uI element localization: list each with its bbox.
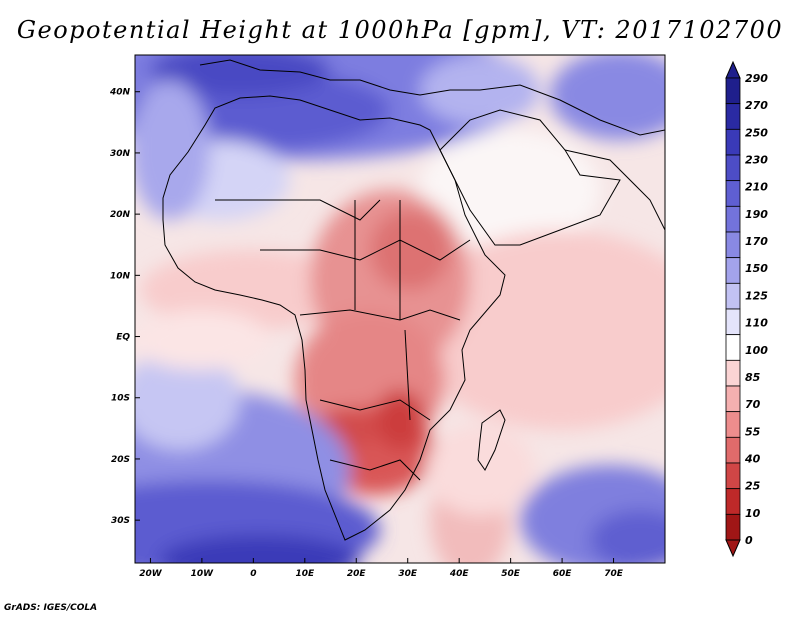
colorbar-swatch <box>725 308 741 336</box>
colorbar-swatch <box>725 385 741 413</box>
y-tick-label: 20N <box>110 210 131 220</box>
x-tick-label: 10E <box>295 569 315 579</box>
y-tick-label: 30N <box>110 149 131 159</box>
height-field <box>135 55 665 563</box>
y-tick-label: 20S <box>111 455 130 465</box>
x-tick-label: 20W <box>139 569 163 579</box>
colorbar-max-arrow <box>725 60 741 79</box>
x-tick-label: 20E <box>347 569 367 579</box>
colorbar-swatch <box>725 231 741 259</box>
colorbar-label: 150 <box>745 262 768 275</box>
colorbar-label: 110 <box>745 317 768 330</box>
colorbar-swatch <box>725 128 741 156</box>
colorbar-swatch <box>725 205 741 233</box>
x-tick-label: 40E <box>449 569 470 579</box>
colorbar-swatch <box>725 282 741 310</box>
colorbar-label: 230 <box>745 154 768 167</box>
x-tick-label: 60E <box>553 569 573 579</box>
colorbar-swatch <box>725 359 741 387</box>
colorbar-label: 250 <box>745 126 768 139</box>
colorbar-label: 125 <box>745 289 768 302</box>
colorbar-swatch <box>725 334 741 361</box>
credit-label: GrADS: IGES/COLA <box>4 603 98 613</box>
colorbar-label: 25 <box>745 480 761 493</box>
colorbar-label: 210 <box>745 181 768 194</box>
colorbar-swatch <box>725 154 741 182</box>
colorbar-swatch <box>725 77 741 105</box>
colorbar-label: 85 <box>745 371 761 384</box>
x-tick-label: 10W <box>191 569 215 579</box>
x-tick-label: 30E <box>398 569 418 579</box>
colorbar-swatch <box>725 180 741 207</box>
x-tick-label: 50E <box>501 569 521 579</box>
colorbar-label: 190 <box>745 208 768 221</box>
plot-border <box>134 54 666 564</box>
coastlines <box>162 59 665 541</box>
y-tick-label: 10S <box>111 394 130 404</box>
y-tick-label: EQ <box>116 333 130 343</box>
y-tick-label: 10N <box>110 271 131 281</box>
colorbar-swatch <box>725 257 741 284</box>
colorbar-label: 55 <box>745 425 761 438</box>
colorbar: 2902702502302101901701501251101008570554… <box>725 60 768 558</box>
colorbar-label: 170 <box>745 235 768 248</box>
colorbar-label: 100 <box>745 344 768 357</box>
colorbar-swatch <box>725 411 741 438</box>
colorbar-swatch <box>725 462 741 490</box>
x-tick-label: 70E <box>604 569 624 579</box>
colorbar-swatch <box>725 103 741 130</box>
colorbar-label: 270 <box>745 99 768 112</box>
colorbar-label: 40 <box>744 452 761 465</box>
x-tick-label: 0 <box>250 569 256 579</box>
colorbar-label: 70 <box>745 398 761 411</box>
y-axis: 40N 30N 20N 10N EQ 10S 20S 30S <box>109 88 140 526</box>
y-tick-label: 30S <box>111 516 130 526</box>
colorbar-swatch <box>725 488 741 515</box>
colorbar-swatch <box>725 436 741 464</box>
colorbar-label: 10 <box>745 507 761 520</box>
y-tick-label: 40N <box>109 88 131 98</box>
colorbar-min-arrow <box>725 539 741 558</box>
x-axis: 20W 10W 0 10E 20E 30E 40E 50E 60E 70E <box>139 558 624 579</box>
colorbar-label: 290 <box>745 72 768 85</box>
map-title: Geopotential Height at 1000hPa [gpm], VT… <box>16 16 784 44</box>
colorbar-label: 0 <box>745 534 753 547</box>
colorbar-swatch <box>725 513 741 541</box>
